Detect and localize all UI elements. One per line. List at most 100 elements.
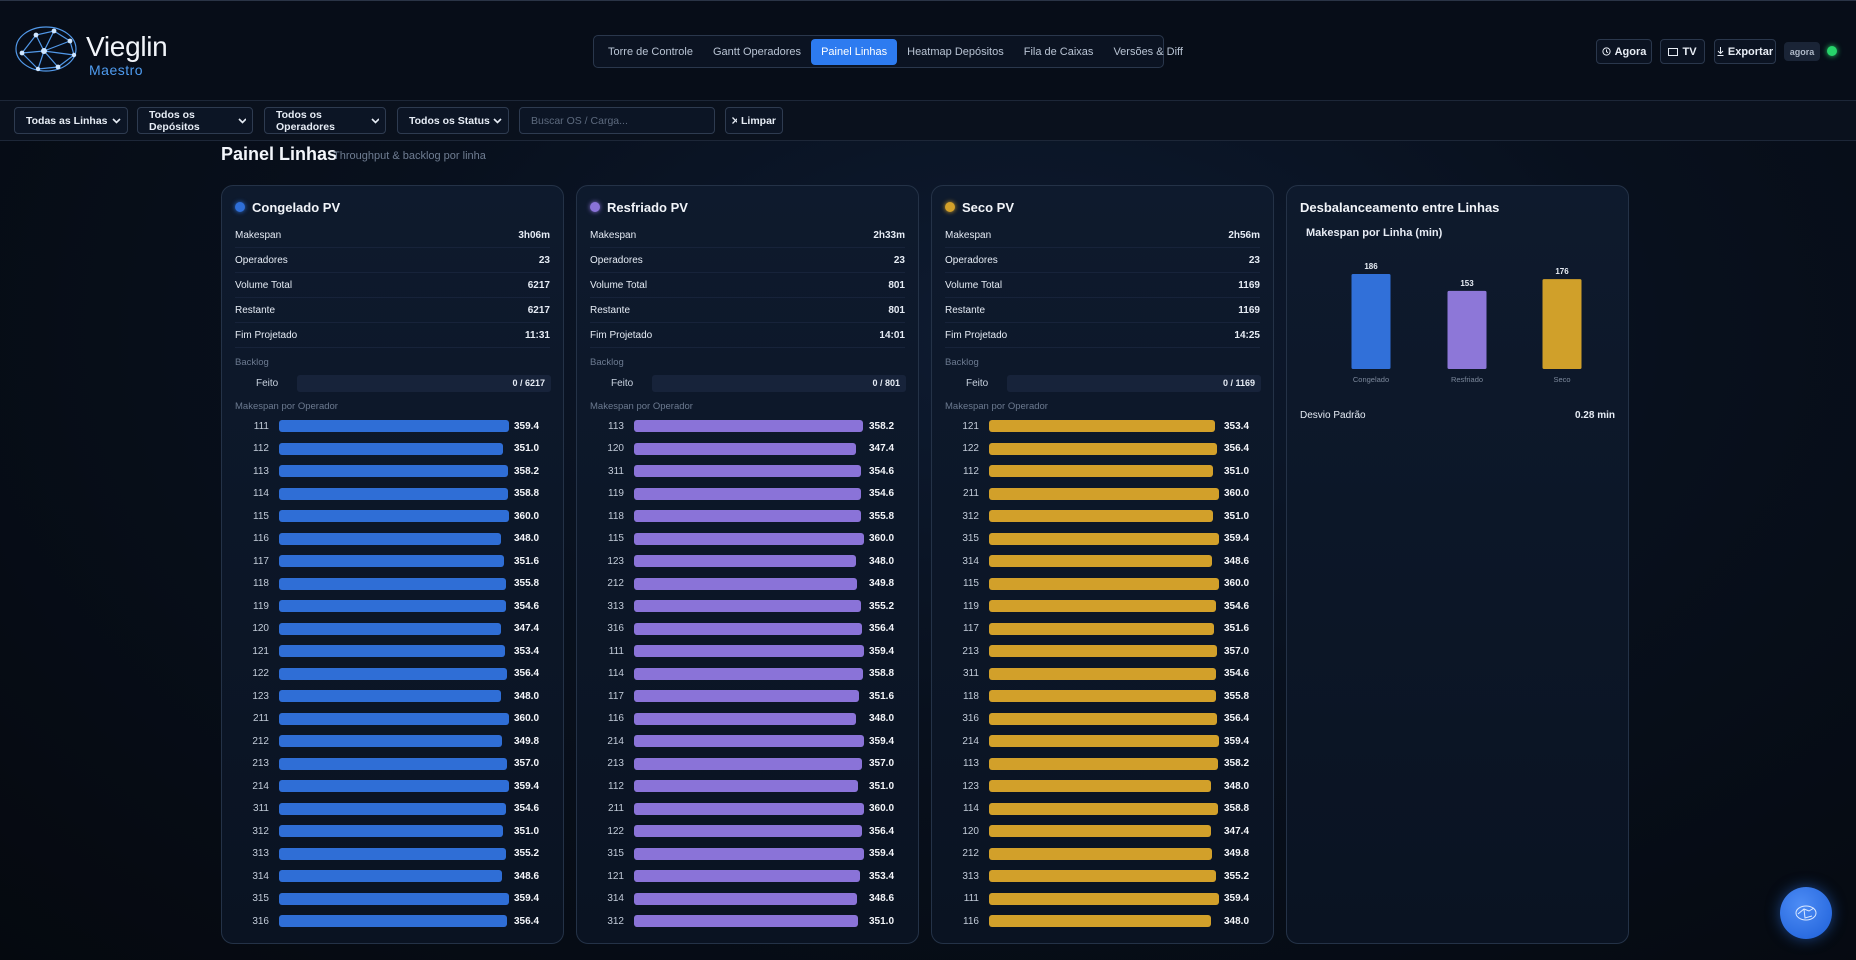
button-label: TV — [1682, 45, 1697, 58]
operator-bar — [279, 757, 508, 770]
now-button[interactable]: Agora — [1596, 39, 1652, 64]
operator-bar — [279, 870, 502, 883]
filter-select[interactable]: Todos os Status — [397, 107, 509, 134]
stat-value: 801 — [888, 279, 905, 291]
value-label: 176 — [1555, 267, 1569, 276]
filter-select[interactable]: Todos os Operadores — [264, 107, 386, 134]
operator-track — [989, 532, 1219, 545]
operator-value: 356.4 — [869, 825, 895, 837]
tab[interactable]: Heatmap Depósitos — [907, 45, 1004, 58]
assistant-button[interactable] — [1780, 887, 1832, 939]
operator-id: 123 — [607, 555, 624, 567]
filter-bar: Buscar OS / Carga... Limpar Todas as Lin… — [0, 101, 1856, 141]
operator-row: 114 358.8 — [222, 483, 563, 506]
metric-label: Desvio Padrão — [1300, 410, 1366, 421]
operator-value: 355.2 — [514, 848, 540, 860]
operator-value: 359.4 — [869, 645, 895, 657]
operator-value: 348.6 — [1224, 555, 1250, 567]
operator-bar — [989, 532, 1219, 545]
operator-bar — [279, 487, 509, 500]
operator-row: 213 357.0 — [577, 753, 918, 776]
operator-bar — [989, 667, 1216, 680]
operator-bar — [634, 645, 864, 658]
operator-track — [634, 487, 864, 500]
clear-label: Limpar — [740, 114, 776, 127]
tab-bar: Torre de Controle Gantt Operadores Painel … — [593, 35, 1183, 68]
operator-id: 214 — [962, 735, 979, 747]
operator-value: 354.6 — [1224, 600, 1250, 612]
chevron — [371, 117, 379, 124]
operator-row: 115 360.0 — [222, 505, 563, 528]
operator-value: 351.6 — [869, 690, 895, 702]
operator-row: 311 354.6 — [222, 798, 563, 821]
operator-bar — [634, 555, 857, 568]
operator-id: 122 — [252, 668, 269, 680]
tab[interactable]: Gantt Operadores — [713, 45, 802, 58]
operator-bar — [279, 622, 501, 635]
tv-button[interactable]: TV — [1660, 39, 1705, 64]
bar-chart: 186 Congelado 153 Resfriado 176 Seco — [1351, 262, 1582, 384]
operator-row: 123 348.0 — [222, 685, 563, 708]
operator-bar — [279, 577, 507, 590]
operator-value: 354.6 — [869, 465, 895, 477]
clear-button[interactable]: Limpar — [725, 107, 783, 134]
operator-track — [989, 600, 1219, 613]
search-input[interactable]: Buscar OS / Carga... — [519, 107, 715, 134]
operator-id: 312 — [252, 825, 269, 837]
operator-track — [989, 442, 1219, 455]
export-button[interactable]: Exportar — [1714, 39, 1776, 64]
operator-id: 312 — [607, 915, 624, 927]
operator-id: 114 — [253, 488, 269, 500]
operator-track — [989, 892, 1219, 905]
backlog-label: Feito — [256, 377, 279, 389]
operator-row: 316 356.4 — [222, 910, 563, 933]
operator-row: 118 355.8 — [577, 505, 918, 528]
operator-row: 120 347.4 — [932, 820, 1273, 843]
operator-bar — [279, 532, 502, 545]
line-dot — [945, 202, 955, 212]
operator-id: 311 — [253, 803, 269, 815]
tab[interactable]: Versões & Diff — [1113, 45, 1183, 58]
operator-id: 121 — [962, 420, 979, 432]
operator-bar — [634, 487, 861, 500]
operator-id: 111 — [608, 645, 624, 657]
operator-bar — [634, 735, 864, 748]
operator-track — [989, 735, 1219, 748]
tab[interactable]: Torre de Controle — [608, 45, 693, 58]
stat-row: Volume Total 801 — [590, 273, 905, 298]
operator-row: 119 354.6 — [932, 595, 1273, 618]
operator-row: 213 357.0 — [932, 640, 1273, 663]
operator-value: 348.6 — [869, 893, 895, 905]
operator-row: 211 360.0 — [932, 483, 1273, 506]
bar — [1447, 290, 1487, 369]
stat-row: Fim Projetado 14:25 — [945, 323, 1260, 348]
stat-row: Restante 6217 — [235, 298, 550, 323]
operator-value: 358.2 — [1224, 758, 1250, 770]
operator-id: 315 — [607, 848, 624, 860]
operator-track — [279, 532, 509, 545]
operator-bar — [634, 802, 864, 815]
operator-track — [634, 510, 864, 523]
filter-select[interactable]: Todas as Linhas — [14, 107, 128, 134]
operator-id: 316 — [252, 915, 269, 927]
operator-value: 357.0 — [1224, 645, 1250, 657]
operator-row: 313 355.2 — [932, 865, 1273, 888]
operator-value: 347.4 — [514, 623, 540, 635]
stat-label: Restante — [590, 304, 631, 316]
filter-select[interactable]: Todos os Depósitos — [137, 107, 253, 134]
operator-value: 348.0 — [1224, 915, 1250, 927]
operator-value: 355.2 — [1224, 870, 1250, 882]
operator-id: 122 — [607, 825, 624, 837]
operator-id: 112 — [963, 465, 979, 477]
operator-bar — [634, 532, 864, 545]
tab[interactable]: Fila de Caixas — [1023, 45, 1094, 58]
page-subtitle: Throughput & backlog por linha — [333, 150, 486, 162]
operator-bar — [279, 825, 504, 838]
operator-id: 119 — [963, 600, 979, 612]
section-label: Makespan por Operador — [945, 400, 1048, 412]
tab[interactable]: Painel Linhas — [811, 38, 898, 65]
operator-track — [989, 420, 1219, 433]
operator-bar — [279, 780, 509, 793]
operator-id: 112 — [253, 443, 269, 455]
chevron-icon — [112, 117, 121, 124]
